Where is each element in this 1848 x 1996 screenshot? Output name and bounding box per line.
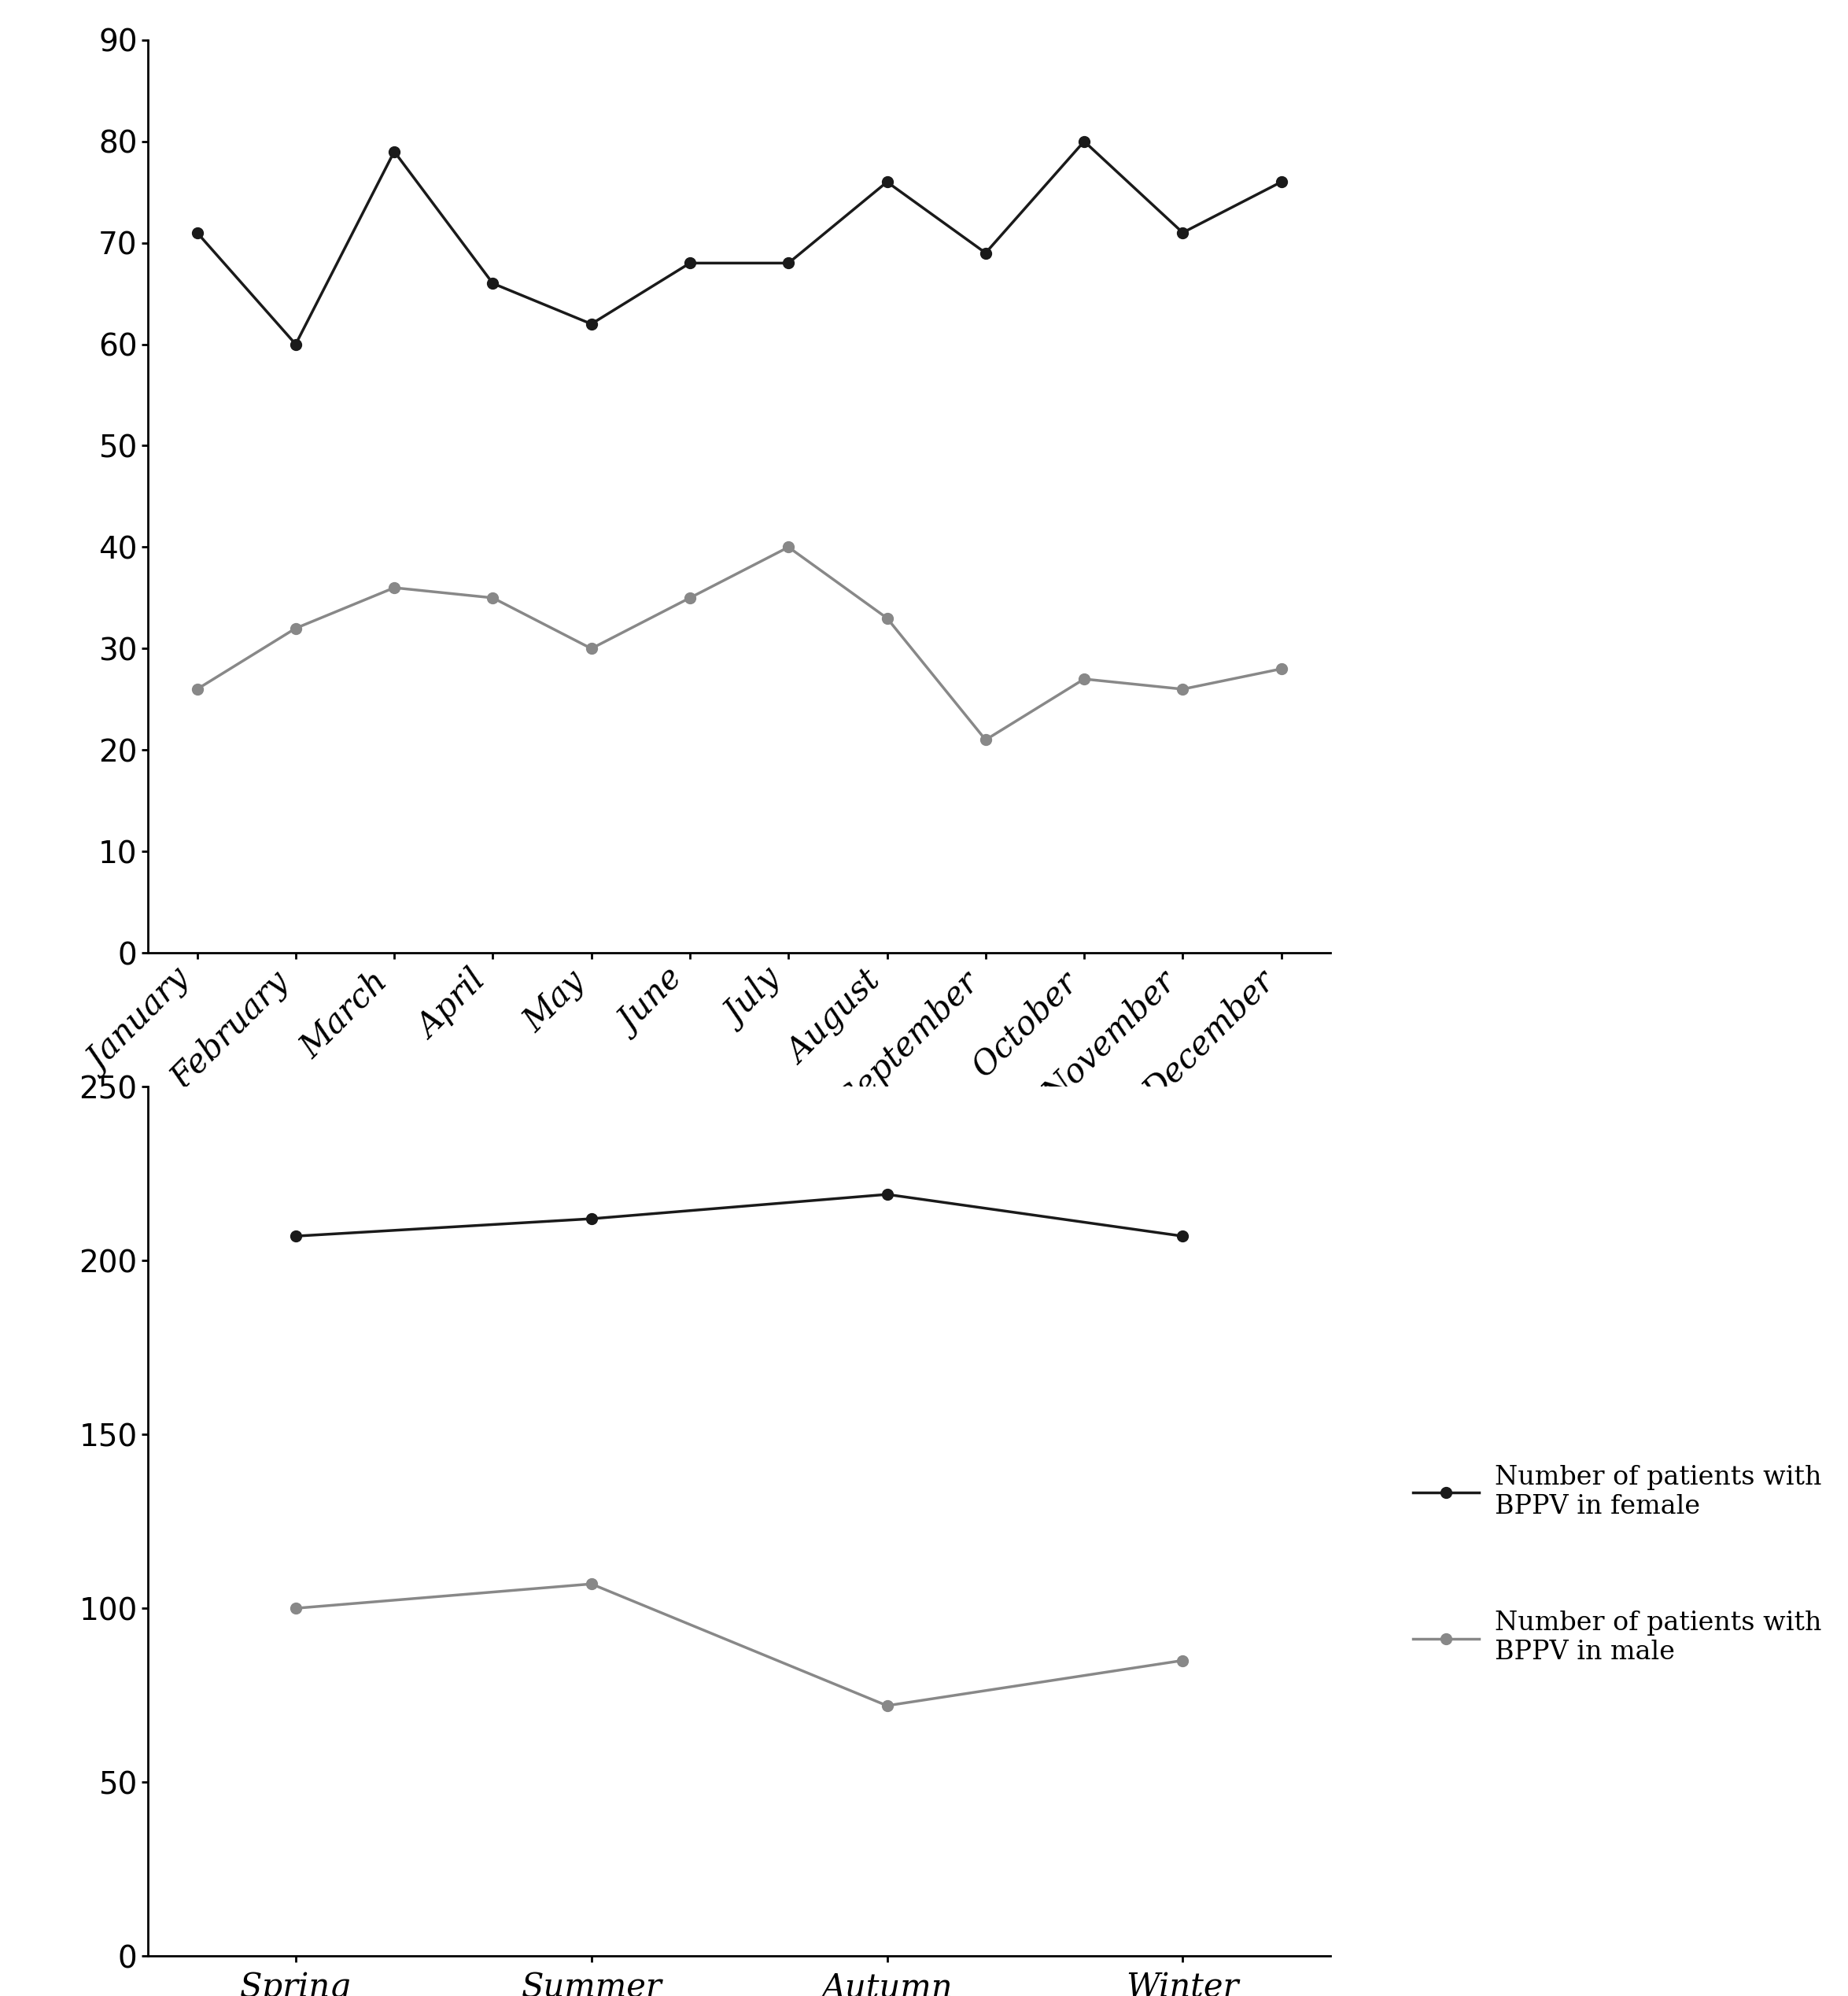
- Number of patients with
BPPV in male: [876, 1695, 898, 1719]
- Number of patients with
BPPV in female: [1172, 1224, 1194, 1248]
- Number of patients with
BPPV in female: [580, 1208, 602, 1232]
- Legend: Number of patients with
BPPV in female, Number of patients with
BPPV in male: Number of patients with BPPV in female, …: [1403, 1455, 1831, 1675]
- Number of patients with
BPPV in female: [876, 1182, 898, 1206]
- Number of patients with
BPPV in male: [580, 1573, 602, 1597]
- Number of patients with
BPPV in female: [285, 1224, 307, 1248]
- Number of patients with
BPPV in male: [285, 1597, 307, 1621]
- Number of patients with
BPPV in male: [1172, 1649, 1194, 1673]
- Line: Number of patients with
BPPV in male: Number of patients with BPPV in male: [290, 1579, 1188, 1711]
- Line: Number of patients with
BPPV in female: Number of patients with BPPV in female: [290, 1190, 1188, 1242]
